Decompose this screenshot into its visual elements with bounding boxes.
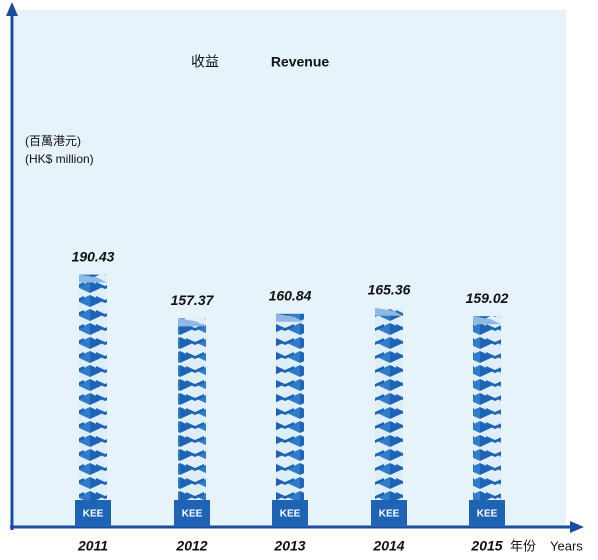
title-cn: 收益: [191, 54, 219, 70]
value-label: 190.43: [72, 248, 115, 264]
logo-text: KEE: [83, 509, 104, 520]
logo-text: KEE: [182, 509, 203, 520]
value-label: 165.36: [368, 281, 411, 297]
bar: [375, 308, 403, 527]
chart: 收益 Revenue (百萬港元) (HK$ million) 年份 Years…: [0, 0, 598, 560]
y-axis-label: (HK$ million): [25, 152, 94, 166]
x-tick-label: 2015: [470, 538, 502, 554]
x-axis-label-cn: 年份: [510, 538, 536, 553]
chart-title: Revenue: [271, 54, 330, 70]
x-axis-arrow: [570, 521, 584, 533]
value-label: 157.37: [171, 292, 215, 308]
y-axis-label-cn: (百萬港元): [25, 134, 81, 148]
logo-text: KEE: [280, 509, 301, 520]
x-tick-label: 2012: [175, 538, 207, 554]
y-axis-arrow: [6, 2, 18, 16]
x-tick-label: 2011: [77, 538, 108, 554]
value-label: 160.84: [269, 287, 312, 303]
value-label: 159.02: [466, 290, 509, 306]
x-tick-label: 2013: [273, 538, 305, 554]
bar: [79, 275, 107, 527]
logo-text: KEE: [379, 509, 400, 520]
bar: [473, 316, 501, 527]
bar: [276, 314, 304, 527]
logo-text: KEE: [477, 509, 498, 520]
x-axis-label: Years: [550, 538, 583, 553]
x-tick-label: 2014: [372, 538, 404, 554]
bar: [178, 318, 206, 527]
